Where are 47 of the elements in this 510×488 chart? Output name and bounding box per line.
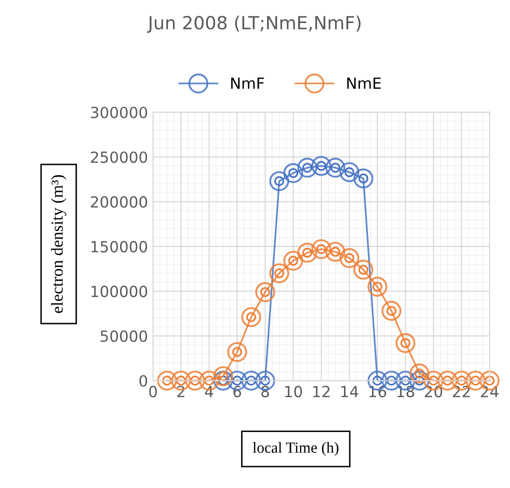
- point: [325, 158, 346, 178]
- point: [297, 158, 318, 178]
- point: [353, 168, 374, 188]
- point: [283, 250, 304, 271]
- point: [367, 276, 388, 297]
- point: [227, 342, 248, 362]
- chart-title: Jun 2008 (LT;NmE,NmF): [146, 16, 361, 33]
- point: [157, 370, 177, 391]
- point: [213, 370, 234, 391]
- point: [241, 370, 262, 391]
- point: [311, 156, 332, 176]
- y-tick-label: 0: [139, 375, 148, 387]
- x-tick-label: 18: [397, 386, 414, 398]
- point: [185, 370, 206, 391]
- point: [241, 307, 262, 328]
- x-tick-label: 10: [285, 386, 302, 398]
- y-tick-label: 100000: [91, 286, 148, 298]
- x-tick-label: 16: [369, 386, 386, 398]
- point: [283, 163, 304, 184]
- point: [339, 162, 360, 182]
- x-tick-label: 24: [481, 386, 498, 398]
- legend-label: NmE: [347, 78, 381, 89]
- point: [353, 260, 374, 280]
- y-tick-label: 300000: [90, 106, 148, 118]
- point: [410, 364, 430, 384]
- point: [297, 242, 318, 263]
- point: [255, 282, 276, 302]
- point: [269, 171, 290, 192]
- x-axis-title: local Time (h): [252, 442, 338, 456]
- point: [325, 242, 346, 262]
- y-axis-title: electron density (m³): [51, 175, 66, 313]
- point: [339, 248, 360, 268]
- x-tick-label: 14: [341, 386, 358, 398]
- y-tick-label: 150000: [91, 240, 148, 252]
- point: [381, 300, 402, 321]
- point: [213, 366, 234, 386]
- point: [311, 239, 332, 260]
- point: [269, 263, 290, 284]
- y-tick-label: 200000: [90, 196, 148, 208]
- x-tick-label: 22: [452, 386, 470, 398]
- x-tick-label: 12: [313, 386, 330, 398]
- legend-label: NmF: [231, 78, 264, 89]
- point: [396, 333, 416, 353]
- y-tick-label: 50000: [100, 330, 148, 342]
- y-tick-label: 250000: [90, 151, 148, 163]
- x-tick-label: 20: [424, 386, 442, 398]
- x-tick-label: 0: [149, 386, 157, 398]
